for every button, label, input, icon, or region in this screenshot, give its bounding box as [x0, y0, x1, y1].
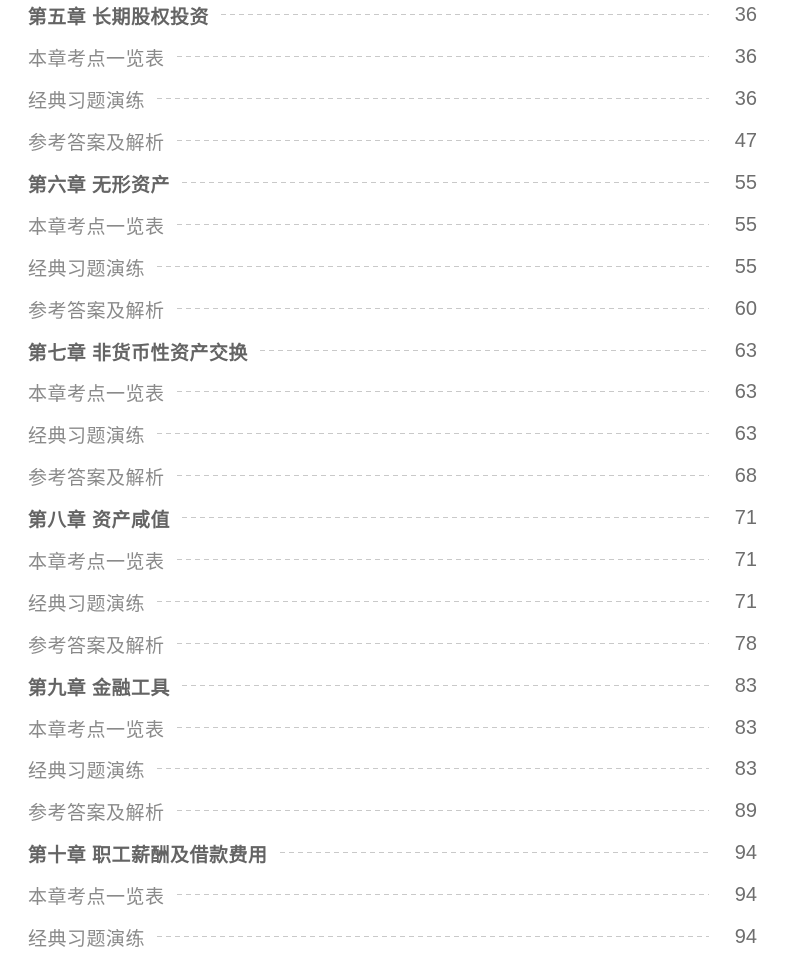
toc-entry-page: 71	[734, 507, 757, 530]
dotted-leader	[182, 684, 709, 686]
dotted-leader	[221, 14, 709, 16]
toc-entry-page: 83	[734, 716, 757, 739]
dotted-leader	[176, 475, 709, 477]
dotted-leader	[176, 810, 709, 812]
toc-entry-label: 经典习题演练	[28, 258, 146, 280]
toc-entry[interactable]: 本章考点一览表 83	[28, 707, 757, 749]
dotted-leader	[157, 265, 709, 267]
toc-entry[interactable]: 经典习题演练 63	[28, 414, 757, 456]
toc-entry-page: 94	[734, 884, 757, 907]
toc-entry-chapter[interactable]: 第八章 资产咸值 71	[28, 498, 757, 540]
toc-entry-label: 经典习题演练	[28, 91, 146, 113]
toc-entry-label: 经典习题演练	[28, 929, 146, 951]
dotted-leader	[157, 98, 709, 100]
toc-entry[interactable]: 本章考点一览表 36	[28, 37, 757, 79]
toc-entry-label: 本章考点一览表	[28, 384, 165, 406]
toc-entry-label: 经典习题演练	[28, 593, 146, 615]
dotted-leader	[279, 852, 709, 854]
toc-entry-page: 71	[734, 590, 757, 613]
toc-entry-page: 63	[734, 423, 757, 446]
toc-entry-label: 第九章 金融工具	[28, 677, 171, 699]
toc-entry-page: 60	[734, 297, 757, 320]
toc-entry-page: 36	[734, 46, 757, 69]
dotted-leader	[176, 391, 709, 393]
toc-entry-label: 经典习题演练	[28, 426, 146, 448]
toc-entry-page: 47	[734, 130, 757, 153]
toc-entry[interactable]: 本章考点一览表 71	[28, 540, 757, 582]
toc-entry[interactable]: 经典习题演练 36	[28, 79, 757, 121]
toc-entry-label: 本章考点一览表	[28, 552, 165, 574]
toc-entry[interactable]: 参考答案及解析 68	[28, 456, 757, 498]
toc-entry-chapter[interactable]: 第九章 金融工具 83	[28, 665, 757, 707]
toc-entry[interactable]: 参考答案及解析 60	[28, 288, 757, 330]
toc-entry-page: 55	[734, 213, 757, 236]
toc-entry-page: 63	[734, 381, 757, 404]
toc-entry-label: 经典习题演练	[28, 761, 146, 783]
dotted-leader	[176, 726, 709, 728]
toc-entry-label: 参考答案及解析	[28, 468, 165, 490]
toc-entry-chapter[interactable]: 第六章 无形资产 55	[28, 163, 757, 205]
toc-entry-page: 94	[734, 842, 757, 865]
toc-entry-page: 94	[734, 926, 757, 949]
toc-entry-page: 68	[734, 465, 757, 488]
toc-entry-page: 63	[734, 339, 757, 362]
toc-entry-label: 参考答案及解析	[28, 635, 165, 657]
dotted-leader	[176, 140, 709, 142]
toc-entry-page: 55	[734, 172, 757, 194]
dotted-leader	[182, 182, 709, 183]
toc-entry-label: 第五章 长期股权投资	[28, 7, 210, 29]
dotted-leader	[176, 56, 709, 58]
dotted-leader	[157, 600, 709, 602]
toc-entry-label: 第十章 职工薪酬及借款费用	[28, 845, 268, 867]
toc-entry[interactable]: 经典习题演练 71	[28, 581, 757, 623]
toc-entry-page: 36	[734, 88, 757, 111]
toc-entry[interactable]: 参考答案及解析 78	[28, 623, 757, 665]
dotted-leader	[260, 349, 709, 351]
toc-entry[interactable]: 本章考点一览表 63	[28, 372, 757, 414]
toc-entry-chapter[interactable]: 第十章 职工薪酬及借款费用 94	[28, 833, 757, 875]
toc-entry-chapter[interactable]: 第七章 非货币性资产交换 63	[28, 330, 757, 372]
toc-entry[interactable]: 经典习题演练 94	[28, 917, 757, 958]
toc-entry-page: 78	[734, 632, 757, 655]
toc-entry-label: 参考答案及解析	[28, 803, 165, 825]
dotted-leader	[182, 517, 709, 519]
toc-entry-label: 本章考点一览表	[28, 216, 165, 238]
toc-entry-chapter[interactable]: 第五章 长期股权投资 36	[28, 0, 757, 37]
dotted-leader	[157, 433, 709, 435]
toc-entry-page: 71	[734, 549, 757, 572]
toc-entry-label: 第六章 无形资产	[28, 175, 171, 196]
toc-entry-label: 参考答案及解析	[28, 133, 165, 155]
toc-entry-page: 36	[734, 4, 757, 27]
toc-entry-page: 55	[734, 255, 757, 278]
dotted-leader	[176, 894, 709, 896]
toc-entry[interactable]: 参考答案及解析 89	[28, 791, 757, 833]
toc-entry-page: 83	[734, 758, 757, 781]
dotted-leader	[157, 936, 709, 938]
toc-entry[interactable]: 本章考点一览表 55	[28, 204, 757, 246]
toc-entry-label: 参考答案及解析	[28, 300, 165, 322]
toc-entry-label: 第八章 资产咸值	[28, 510, 171, 532]
dotted-leader	[176, 223, 709, 225]
toc-entry-label: 第七章 非货币性资产交换	[28, 342, 249, 364]
dotted-leader	[176, 642, 709, 644]
toc-entry-page: 83	[734, 674, 757, 697]
dotted-leader	[157, 768, 709, 770]
toc-entry-page: 89	[734, 800, 757, 823]
dotted-leader	[176, 559, 709, 561]
toc-entry[interactable]: 参考答案及解析 47	[28, 121, 757, 163]
dotted-leader	[176, 307, 709, 309]
toc-entry[interactable]: 经典习题演练 55	[28, 246, 757, 288]
toc-entry-label: 本章考点一览表	[28, 719, 165, 741]
toc-entry-label: 本章考点一览表	[28, 887, 165, 909]
toc-entry[interactable]: 经典习题演练 83	[28, 749, 757, 791]
toc-entry-label: 本章考点一览表	[28, 49, 165, 71]
toc-entry[interactable]: 本章考点一览表 94	[28, 875, 757, 917]
